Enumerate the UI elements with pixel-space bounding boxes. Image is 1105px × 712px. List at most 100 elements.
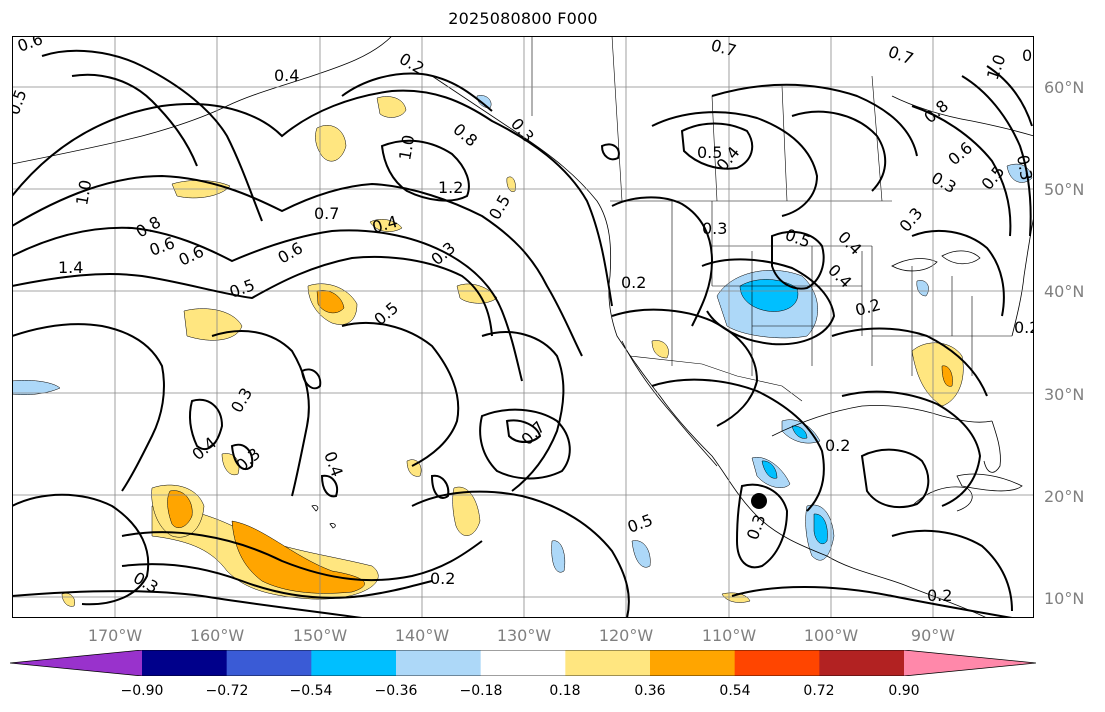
- contour-label: 0.3: [702, 219, 727, 238]
- contour-label: 0.2: [1014, 318, 1034, 337]
- contour-line: [12, 493, 150, 606]
- longitude-label: 120°W: [598, 626, 654, 645]
- contour-line: [986, 65, 1033, 127]
- colorbar-segment: [396, 650, 482, 676]
- negative-anomaly-patch: [916, 280, 929, 297]
- contour-line: [600, 143, 620, 161]
- longitude-label: 110°W: [701, 626, 757, 645]
- contour-label: 0.7: [314, 204, 339, 223]
- contour-line: [680, 122, 754, 170]
- contour-line: [300, 368, 322, 390]
- contour-label: 0.4: [274, 66, 299, 85]
- longitude-label: 100°W: [803, 626, 859, 645]
- contour-line: [188, 398, 224, 451]
- contour-line: [611, 308, 759, 427]
- contour-label: 1.4: [58, 258, 83, 277]
- colorbar-segment: [142, 650, 228, 676]
- colorbar-tick-label: 0.36: [634, 683, 666, 699]
- colorbar-segment: [10, 650, 142, 676]
- contour-line: [12, 323, 165, 492]
- negative-anomaly-patch: [791, 425, 808, 439]
- contour-label: 0.5: [697, 143, 722, 162]
- contour-line: [505, 419, 542, 443]
- negative-anomaly-patch: [813, 513, 828, 545]
- contour-line: [380, 139, 470, 202]
- great-lakes: [941, 250, 981, 265]
- positive-anomaly-patch: [506, 176, 516, 192]
- positive-anomaly-patch: [61, 593, 75, 607]
- contour-line: [711, 83, 918, 157]
- contour-line: [701, 258, 836, 346]
- latitude-label: 40°N: [1044, 282, 1085, 301]
- longitude-label: 170°W: [87, 626, 143, 645]
- pacific-northwest-coastline: [431, 75, 988, 618]
- colorbar-tick-label: 0.54: [719, 683, 751, 699]
- latitude-label: 50°N: [1044, 180, 1085, 199]
- longitude-label: 160°W: [189, 626, 245, 645]
- contour-line: [12, 590, 363, 618]
- contour-label: 0.3: [1013, 153, 1034, 181]
- latitude-label: 20°N: [1044, 487, 1085, 506]
- negative-anomaly-patch: [739, 279, 799, 312]
- location-marker: [751, 493, 767, 509]
- contour-label: 0.2: [927, 586, 952, 605]
- great-lakes: [891, 258, 938, 272]
- colorbar-tick-label: −0.54: [289, 683, 333, 699]
- negative-anomaly-patch: [631, 540, 651, 568]
- contour-line: [430, 474, 450, 499]
- positive-anomaly-patch: [167, 490, 193, 528]
- contour-line: [230, 443, 254, 471]
- contour-line: [891, 529, 1013, 612]
- colorbar-tick-label: −0.36: [374, 683, 418, 699]
- colorbar-tick-label: 0.90: [888, 683, 920, 699]
- positive-anomaly-patch: [941, 365, 953, 387]
- contour-line: [12, 174, 583, 357]
- colorbar-segments: [10, 650, 1036, 676]
- contour-line: [651, 111, 819, 217]
- longitude-label: 90°W: [910, 626, 956, 645]
- longitude-label: 150°W: [292, 626, 348, 645]
- contour-line: [791, 110, 887, 192]
- contour-label: 0.2: [1022, 46, 1034, 65]
- contour-line: [735, 483, 789, 569]
- florida-coastline: [983, 420, 1001, 473]
- contour-line: [411, 490, 630, 618]
- colorbar-tick-label: −0.72: [205, 683, 249, 699]
- contour-line: [860, 448, 930, 509]
- contour-label: 1.0: [395, 133, 418, 161]
- colorbar-segment: [904, 650, 1036, 676]
- contour-line: [41, 49, 263, 222]
- colorbar-segment: [819, 650, 905, 676]
- graticule: [12, 36, 1034, 618]
- contour-line: [12, 89, 613, 307]
- latitude-label: 60°N: [1044, 78, 1085, 97]
- contour-line: [911, 229, 1005, 317]
- colorbar-tick-label: −0.18: [459, 683, 503, 699]
- alaska-coastline: [12, 36, 393, 165]
- colorbar-segment: [480, 650, 566, 676]
- latitude-label: 10°N: [1044, 589, 1085, 608]
- contour-label: 0.2: [825, 436, 850, 455]
- positive-anomaly-patch: [369, 219, 403, 232]
- contour-line: [12, 255, 493, 337]
- negative-anomaly-patch: [551, 540, 566, 573]
- contour-label: 1.2: [438, 178, 463, 197]
- contour-line: [771, 230, 825, 290]
- contour-line: [731, 586, 1013, 618]
- positive-anomaly-patch: [452, 486, 481, 536]
- contour-line: [611, 196, 714, 327]
- contour-lines: [12, 49, 1033, 618]
- baja-california-coastline: [621, 340, 718, 467]
- political-borders: [531, 36, 1012, 402]
- contour-label: 1.0: [72, 178, 95, 206]
- hawaii-islands: [311, 505, 336, 529]
- colorbar-tick-label: −0.90: [120, 683, 164, 699]
- map-panel: 0.6 0.2 0.4 0.7 1.0 0.5 0.8 0.3 1.2 1.4 …: [12, 36, 1034, 618]
- state-border: [871, 246, 1012, 376]
- gulf-of-mexico-coastline: [771, 405, 993, 437]
- colorbar-tick-label: 0.18: [549, 683, 581, 699]
- positive-anomaly-patch: [651, 340, 669, 359]
- contour-line: [651, 378, 825, 512]
- colorbar-segment: [311, 650, 397, 676]
- map-title: 2025080800 F000: [448, 9, 598, 28]
